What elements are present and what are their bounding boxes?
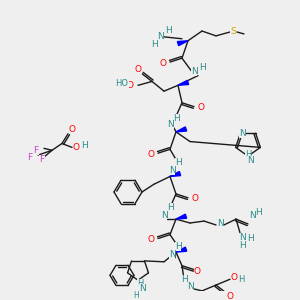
Text: O: O xyxy=(148,150,154,159)
Text: O: O xyxy=(191,194,199,203)
Text: N: N xyxy=(160,211,167,220)
Text: F: F xyxy=(39,155,45,164)
Text: F: F xyxy=(33,146,39,155)
Text: N: N xyxy=(217,220,224,229)
Text: N: N xyxy=(249,211,255,220)
Text: O: O xyxy=(134,65,142,74)
Text: F: F xyxy=(27,153,33,162)
Text: H: H xyxy=(256,208,262,217)
Text: H: H xyxy=(245,150,251,159)
Text: N: N xyxy=(247,157,254,166)
Text: O: O xyxy=(68,125,76,134)
Text: N: N xyxy=(168,120,174,129)
Text: N: N xyxy=(158,32,164,41)
Polygon shape xyxy=(177,41,188,46)
Polygon shape xyxy=(176,127,187,132)
Text: H: H xyxy=(240,241,246,250)
Text: H: H xyxy=(137,279,143,288)
Text: H: H xyxy=(81,141,87,150)
Text: N: N xyxy=(169,250,176,259)
Text: S: S xyxy=(230,28,236,37)
Text: N: N xyxy=(187,281,194,290)
Text: H: H xyxy=(175,242,182,251)
Text: H: H xyxy=(165,26,171,34)
Text: O: O xyxy=(148,235,154,244)
Text: O: O xyxy=(160,58,167,68)
Text: O: O xyxy=(127,81,134,90)
Text: HO: HO xyxy=(116,79,128,88)
Text: O: O xyxy=(194,267,200,276)
Polygon shape xyxy=(176,214,187,219)
Text: O: O xyxy=(73,143,80,152)
Text: H: H xyxy=(175,158,182,167)
Text: N: N xyxy=(190,67,197,76)
Text: H: H xyxy=(248,234,254,243)
Text: H: H xyxy=(172,114,179,123)
Text: H: H xyxy=(238,275,244,284)
Polygon shape xyxy=(178,80,189,85)
Text: O: O xyxy=(226,292,233,300)
Polygon shape xyxy=(170,172,181,176)
Text: H: H xyxy=(167,203,173,212)
Text: N: N xyxy=(240,233,246,242)
Text: O: O xyxy=(197,103,205,112)
Text: H: H xyxy=(152,40,158,49)
Text: H: H xyxy=(133,291,139,300)
Polygon shape xyxy=(176,247,187,252)
Text: N: N xyxy=(139,284,145,293)
Text: H: H xyxy=(181,275,188,284)
Text: O: O xyxy=(230,273,238,282)
Text: N: N xyxy=(239,129,246,138)
Text: N: N xyxy=(169,166,176,175)
Text: H: H xyxy=(199,63,206,72)
